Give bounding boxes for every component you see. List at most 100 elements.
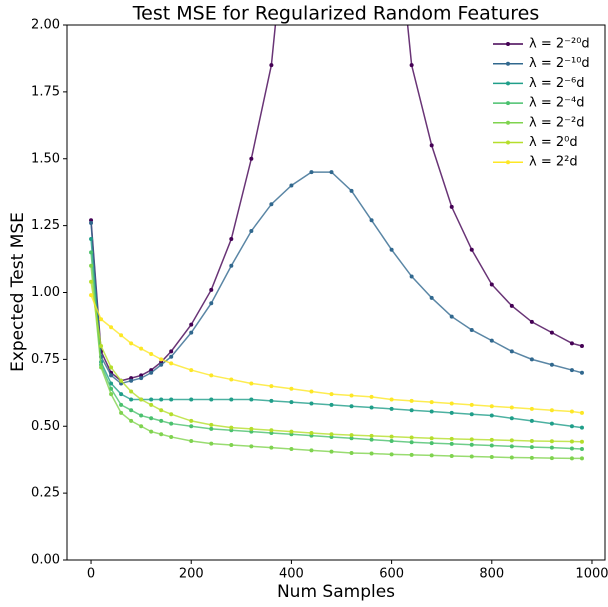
data-point — [149, 402, 154, 407]
data-point — [409, 408, 414, 413]
legend-label: λ = 2⁻¹⁰d — [529, 56, 590, 71]
data-point — [509, 303, 514, 308]
data-point — [389, 434, 394, 439]
data-point — [409, 63, 414, 68]
data-point — [469, 402, 474, 407]
data-point — [449, 401, 454, 406]
data-point — [229, 263, 234, 268]
data-point — [139, 346, 144, 351]
data-point — [469, 247, 474, 252]
y-tick-label: 1.50 — [31, 151, 60, 166]
data-point — [289, 446, 294, 451]
data-point — [109, 325, 114, 330]
data-point — [429, 143, 434, 148]
data-point — [189, 397, 194, 402]
y-tick-label: 1.75 — [31, 84, 60, 99]
data-point — [229, 237, 234, 241]
x-tick-label: 200 — [179, 567, 204, 582]
series-line — [90, 281, 582, 443]
data-point — [329, 170, 334, 175]
data-point — [389, 438, 394, 443]
legend-marker — [506, 120, 510, 125]
data-point — [209, 287, 214, 292]
data-point — [249, 444, 254, 449]
data-point — [139, 376, 144, 381]
data-point — [109, 381, 114, 386]
data-point — [129, 418, 134, 423]
data-point — [409, 398, 414, 403]
data-point — [209, 373, 214, 378]
data-point — [349, 404, 354, 409]
data-point — [569, 456, 574, 461]
data-point — [579, 410, 584, 415]
data-point — [429, 295, 434, 300]
data-point — [189, 330, 194, 335]
data-point — [469, 442, 474, 447]
data-point — [409, 274, 414, 279]
data-point — [449, 436, 454, 441]
data-point — [469, 327, 474, 332]
data-point — [509, 416, 514, 421]
data-point — [579, 456, 584, 461]
data-point — [99, 365, 104, 370]
data-point — [209, 301, 214, 306]
data-point — [409, 440, 414, 445]
x-tick-label: 800 — [479, 567, 504, 582]
data-point — [509, 405, 514, 410]
data-point — [549, 362, 554, 367]
data-point — [309, 170, 314, 175]
data-point — [169, 421, 174, 426]
data-point — [149, 370, 154, 375]
data-point — [249, 381, 254, 386]
data-point — [579, 425, 584, 430]
data-point — [189, 322, 194, 327]
data-point — [579, 446, 584, 451]
data-point — [329, 449, 334, 454]
data-point — [449, 410, 454, 415]
data-point — [369, 405, 374, 410]
legend-marker — [506, 140, 510, 145]
data-point — [489, 443, 494, 448]
data-point — [169, 349, 174, 354]
data-point — [189, 418, 194, 423]
data-point — [159, 397, 164, 402]
data-point — [269, 384, 274, 389]
data-point — [139, 397, 144, 402]
data-point — [169, 361, 174, 366]
data-point — [489, 282, 494, 287]
data-point — [549, 439, 554, 444]
x-tick-label: 1000 — [575, 567, 608, 582]
data-point — [99, 317, 104, 322]
data-point — [529, 455, 534, 460]
data-point — [309, 430, 314, 435]
data-point — [169, 434, 174, 439]
data-point — [369, 218, 374, 223]
series-line — [90, 294, 583, 414]
data-point — [429, 409, 434, 414]
data-point — [119, 378, 124, 383]
data-point — [229, 377, 234, 382]
legend-label: λ = 2⁻²⁰d — [529, 37, 590, 52]
data-point — [169, 354, 174, 359]
data-point — [449, 453, 454, 458]
data-point — [309, 448, 314, 453]
data-point — [129, 378, 134, 383]
data-point — [289, 386, 294, 391]
data-point — [389, 406, 394, 411]
data-point — [469, 454, 474, 459]
data-point — [269, 63, 274, 68]
data-point — [389, 452, 394, 457]
data-point — [269, 445, 274, 450]
data-point — [489, 455, 494, 460]
y-tick-label: 2.00 — [31, 18, 60, 33]
data-point — [89, 293, 94, 298]
plot-frame — [66, 24, 606, 561]
data-point — [489, 413, 494, 418]
data-point — [229, 442, 234, 447]
data-point — [119, 410, 124, 415]
x-tick-label: 400 — [279, 567, 304, 582]
legend-marker — [506, 101, 510, 106]
data-point — [349, 436, 354, 441]
data-point — [159, 408, 164, 413]
data-point — [129, 389, 134, 394]
